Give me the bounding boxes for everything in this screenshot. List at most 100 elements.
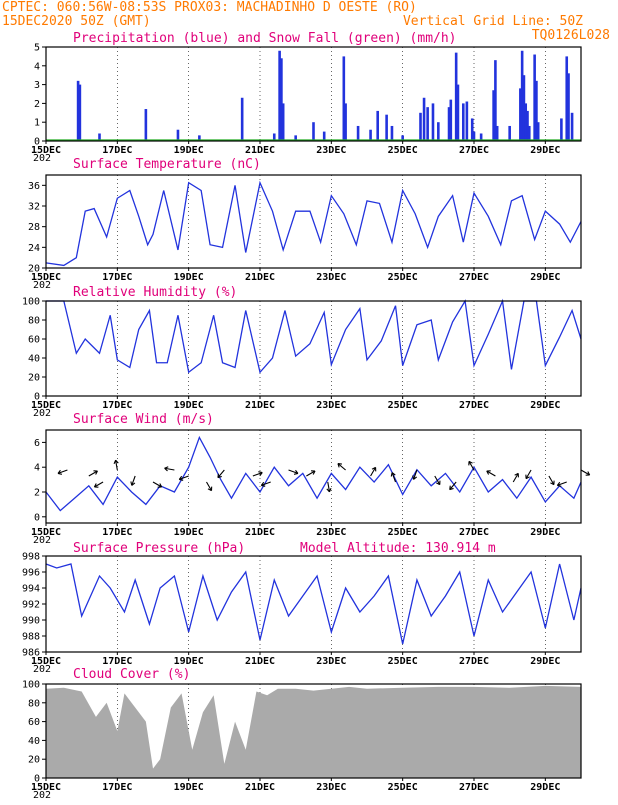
temperature-ytick-label: 20 — [28, 264, 40, 275]
cloud-ytick-label: 60 — [28, 717, 40, 728]
precip-bar — [390, 125, 394, 141]
precip-ytick-label: 1 — [34, 118, 40, 129]
wind-arrow — [434, 475, 441, 485]
humidity-year-label: 202 — [33, 408, 51, 419]
precip-ytick-label: 3 — [34, 80, 40, 91]
wind-arrow-head — [468, 460, 473, 466]
wind-series-line — [45, 435, 582, 512]
wind-xtick-label: 23DEC — [316, 527, 346, 538]
precip-bar — [520, 50, 524, 142]
header-run-date: 15DEC2020 50Z (GMT) — [2, 14, 151, 29]
humidity-ytick-label: 20 — [28, 373, 40, 384]
wind-arrow — [131, 475, 136, 486]
wind-arrow-head — [449, 485, 454, 491]
wind-arrow — [337, 463, 346, 471]
wind-arrow — [486, 470, 496, 477]
pressure-ytick-label: 986 — [22, 648, 40, 659]
pressure-xtick-label: 21DEC — [245, 656, 275, 667]
cloud-xtick-label: 27DEC — [459, 782, 489, 793]
pressure-ytick-label: 988 — [22, 632, 40, 643]
temperature-ytick-label: 32 — [28, 202, 40, 213]
wind-arrow-head — [178, 475, 184, 481]
precip-bar — [322, 131, 326, 141]
wind-ytick-label: 6 — [34, 438, 40, 449]
wind-arrow-head — [412, 475, 418, 480]
precip-bar — [533, 54, 536, 141]
precip-xtick-label: 29DEC — [530, 145, 560, 156]
temperature-year-label: 202 — [33, 280, 51, 291]
pressure-xtick-label: 25DEC — [388, 656, 418, 667]
wind-arrow — [306, 470, 316, 477]
wind-arrow-head — [93, 483, 99, 488]
precip-bar — [426, 107, 429, 141]
wind-xtick-label: 25DEC — [388, 527, 418, 538]
cloud-area — [46, 685, 581, 778]
wind-arrow-head — [326, 487, 332, 493]
pressure-xtick-label: 15DEC — [31, 656, 61, 667]
pressure-xtick-label: 17DEC — [102, 656, 132, 667]
precip-bar — [449, 99, 453, 141]
precip-bar — [369, 129, 372, 141]
wind-arrow-head — [337, 463, 342, 468]
cloud-xtick-label: 29DEC — [530, 782, 560, 793]
wind-arrow-head — [514, 472, 519, 478]
precip-ytick-label: 0 — [34, 137, 40, 148]
wind-arrow — [327, 481, 331, 492]
precip-bar — [567, 73, 570, 141]
wind-title: Surface Wind (m/s) — [73, 412, 214, 427]
wind-arrow — [115, 460, 118, 471]
cloud-year-label: 202 — [33, 790, 51, 800]
wind-arrow-head — [435, 480, 441, 486]
pressure-ytick-label: 998 — [22, 552, 40, 563]
wind-arrow-head — [57, 469, 63, 475]
precip-xtick-label: 15DEC — [31, 145, 61, 156]
humidity-xtick-label: 29DEC — [530, 400, 560, 411]
precip-xtick-label: 25DEC — [388, 145, 418, 156]
precip-bar — [508, 125, 511, 141]
wind-arrow — [152, 481, 162, 488]
wind-xtick-label: 19DEC — [174, 527, 204, 538]
cloud-xtick-label: 23DEC — [316, 782, 346, 793]
precip-bar — [419, 112, 422, 141]
precip-bar — [492, 90, 495, 141]
wind-arrow-head — [486, 470, 491, 475]
wind-arrow — [206, 481, 212, 491]
humidity-xtick-label: 17DEC — [102, 400, 132, 411]
wind-arrow — [179, 475, 189, 480]
wind-xtick-label: 29DEC — [530, 527, 560, 538]
precip-bar — [342, 56, 346, 141]
wind-arrow — [370, 467, 377, 477]
cloud-ytick-label: 20 — [28, 755, 40, 766]
wind-xtick-label: 15DEC — [31, 527, 61, 538]
wind-xtick-label: 27DEC — [459, 527, 489, 538]
precip-bar — [470, 118, 474, 141]
wind-arrow — [449, 481, 457, 491]
precip-bar — [144, 109, 148, 141]
wind-arrow — [252, 472, 263, 477]
precip-bar — [376, 110, 379, 141]
precip-bar — [76, 80, 80, 141]
pressure-frame — [45, 555, 582, 653]
wind-arrow — [412, 469, 418, 480]
precip-bar — [198, 135, 201, 141]
wind-ytick-label: 0 — [34, 512, 40, 523]
humidity-ytick-label: 40 — [28, 354, 40, 365]
humidity-ytick-label: 60 — [28, 335, 40, 346]
cloud-xtick-label: 17DEC — [102, 782, 132, 793]
header-station: CPTEC: 060:56W-08:53S PROX03: MACHADINHO… — [2, 0, 417, 15]
wind-arrow — [94, 481, 104, 488]
wind-arrow — [288, 469, 299, 474]
wind-ytick-label: 4 — [34, 463, 40, 474]
precip-bar — [401, 135, 404, 141]
precip-bar — [312, 122, 315, 141]
wind-arrow-head — [311, 470, 316, 475]
wind-arrow-head — [164, 466, 169, 472]
header-model-code: TQ0126L028 — [532, 28, 610, 43]
wind-frame — [45, 429, 582, 524]
pressure-year-label: 202 — [33, 664, 51, 675]
wind-arrow — [557, 481, 567, 486]
humidity-xtick-label: 25DEC — [388, 400, 418, 411]
precip-title: Precipitation (blue) and Snow Fall (gree… — [73, 31, 457, 46]
wind-arrow — [217, 469, 225, 479]
